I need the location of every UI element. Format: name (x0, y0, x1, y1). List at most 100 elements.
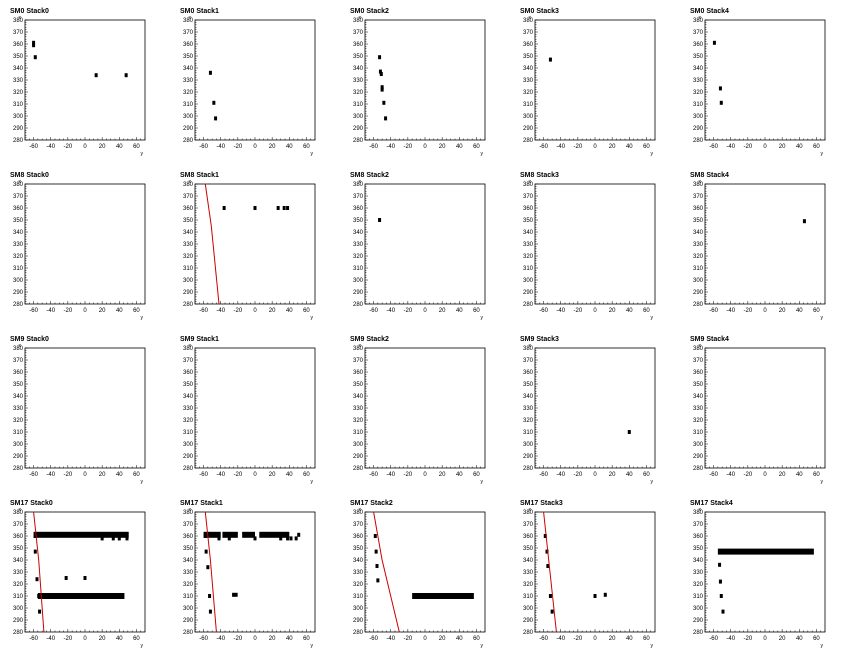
y-tick-label: 340 (693, 558, 704, 564)
x-tick-label: -20 (574, 308, 583, 314)
y-tick-label: 320 (693, 582, 704, 588)
y-tick-label: 300 (13, 442, 24, 448)
y-tick-label: 300 (353, 278, 364, 284)
x-tick-label: 20 (99, 144, 106, 150)
plot-frame (194, 511, 316, 633)
y-tick-label: 360 (183, 534, 194, 540)
x-tick-label: 60 (133, 308, 140, 314)
y-tick-label: 320 (183, 90, 194, 96)
plot-frame (364, 347, 486, 469)
y-tick-label: 280 (13, 630, 24, 636)
y-tick-label: 350 (523, 218, 534, 224)
y-tick-label: 360 (183, 370, 194, 376)
x-axis-label: y (651, 643, 654, 649)
hit-point (212, 100, 216, 105)
hit-point (125, 536, 129, 541)
track-line (373, 511, 400, 633)
x-tick-label: -20 (744, 472, 753, 478)
hit-point (204, 549, 208, 554)
x-tick-label: 40 (796, 472, 803, 478)
x-axis-label: y (651, 151, 654, 157)
hit-band (222, 531, 238, 538)
y-tick-label: 310 (183, 430, 194, 436)
x-axis-label: y (821, 315, 824, 321)
x-tick-label: 60 (813, 144, 820, 150)
x-tick-label: -20 (234, 144, 243, 150)
y-tick-label: 280 (13, 466, 24, 472)
x-tick-label: 20 (269, 636, 276, 642)
y-tick-label: 290 (693, 290, 704, 296)
y-tick-label: 300 (693, 278, 704, 284)
y-axis-label: x (359, 179, 362, 185)
x-tick-label: -60 (539, 472, 548, 478)
x-tick-label: -20 (64, 308, 73, 314)
x-tick-label: -40 (46, 308, 55, 314)
y-tick-label: 300 (693, 114, 704, 120)
x-tick-label: 40 (116, 144, 123, 150)
hit-band (203, 531, 221, 538)
y-axis-label: x (19, 15, 22, 21)
hit-point (38, 609, 42, 614)
y-tick-label: 360 (13, 534, 24, 540)
y-tick-label: 350 (183, 546, 194, 552)
y-tick-label: 310 (693, 430, 704, 436)
x-axis-label: y (481, 315, 484, 321)
y-tick-label: 320 (523, 90, 534, 96)
y-tick-label: 330 (693, 242, 704, 248)
x-tick-label: 40 (286, 308, 293, 314)
y-tick-label: 330 (353, 78, 364, 84)
y-tick-label: 350 (353, 54, 364, 60)
y-tick-label: 360 (693, 534, 704, 540)
panel-sm9-stack3: SM9 Stack3 280 290 300 310 320 330 340 350 360 370… (520, 336, 656, 485)
y-tick-label: 290 (353, 290, 364, 296)
x-tick-label: 60 (813, 308, 820, 314)
hit-point (33, 549, 37, 554)
y-tick-label: 320 (523, 582, 534, 588)
y-tick-label: 310 (523, 594, 534, 600)
panel-title: SM9 Stack4 (690, 336, 729, 343)
x-tick-label: -40 (556, 636, 565, 642)
x-tick-label: -20 (574, 636, 583, 642)
y-tick-label: 340 (183, 558, 194, 564)
y-tick-label: 340 (183, 394, 194, 400)
hit-point (712, 40, 716, 45)
panel-title: SM8 Stack1 (180, 172, 219, 179)
y-axis-label: x (189, 343, 192, 349)
hit-point (378, 69, 382, 74)
y-tick-label: 370 (13, 358, 24, 364)
y-tick-label: 370 (13, 194, 24, 200)
hit-band (37, 593, 125, 599)
y-tick-label: 300 (523, 442, 534, 448)
panel-title: SM8 Stack4 (690, 172, 729, 179)
y-tick-label: 320 (183, 582, 194, 588)
x-axis-label: y (481, 643, 484, 649)
y-tick-label: 290 (523, 618, 534, 624)
x-tick-label: 60 (473, 144, 480, 150)
hit-point (32, 43, 36, 48)
panel-sm0-stack0: SM0 Stack0 280 290 300 310 320 330 340 350 360 370… (10, 8, 146, 157)
plot-frame (364, 19, 486, 141)
y-tick-label: 310 (13, 594, 24, 600)
y-tick-label: 340 (693, 230, 704, 236)
y-tick-label: 290 (693, 126, 704, 132)
y-tick-label: 300 (13, 114, 24, 120)
y-tick-label: 280 (183, 466, 194, 472)
x-tick-label: 20 (99, 472, 106, 478)
y-tick-label: 340 (353, 230, 364, 236)
y-axis-label: x (19, 507, 22, 513)
x-tick-label: 0 (253, 636, 257, 642)
y-tick-label: 310 (523, 266, 534, 272)
x-tick-label: 20 (779, 144, 786, 150)
hit-point (111, 536, 115, 541)
y-tick-label: 280 (13, 302, 24, 308)
y-axis-label: x (359, 15, 362, 21)
x-tick-label: -40 (386, 144, 395, 150)
y-tick-label: 370 (353, 30, 364, 36)
hit-point (253, 206, 257, 210)
y-tick-label: 380 (693, 18, 704, 24)
x-tick-label: -40 (386, 308, 395, 314)
x-tick-label: -60 (199, 472, 208, 478)
y-tick-label: 360 (523, 42, 534, 48)
hit-point (603, 592, 607, 597)
y-tick-label: 370 (353, 522, 364, 528)
